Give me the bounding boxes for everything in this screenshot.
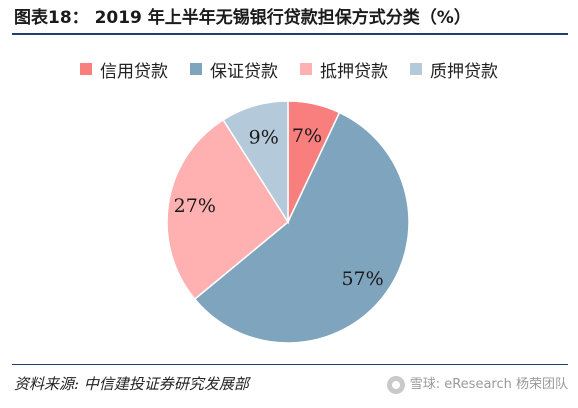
source-note: 资料来源: 中信建投证券研究发展部 [14,375,249,393]
legend-swatch [190,63,202,75]
chart-title: 图表18： 2019 年上半年无锡银行贷款担保方式分类（%） [14,8,471,28]
pie-slice-3 [222,100,289,225]
watermark-text: 雪球: eResearch 杨荣团队 [409,377,568,392]
legend-swatch [80,63,92,75]
legend-swatch [410,63,422,75]
pie-label-3: 9% [249,126,279,148]
legend: 信用贷款 保证贷款 抵押贷款 质押贷款 [0,56,578,82]
legend-item-3: 质押贷款 [410,57,498,82]
legend-label: 质押贷款 [430,61,498,82]
pie-label-2: 27% [174,195,216,217]
pie-slice-2 [166,118,289,301]
legend-label: 信用贷款 [100,61,168,82]
watermark: 雪球: eResearch 杨荣团队 [386,374,568,396]
pie-label-0: 7% [292,125,322,147]
legend-item-0: 信用贷款 [80,57,168,82]
legend-label: 保证贷款 [210,61,278,82]
legend-swatch [300,63,312,75]
pie-slice-1 [193,111,410,344]
pie-label-1: 57% [341,268,383,290]
legend-item-1: 保证贷款 [190,57,278,82]
source-divider [12,364,568,365]
title-divider [12,33,568,35]
legend-label: 抵押贷款 [320,61,388,82]
snowball-logo-icon [386,376,405,394]
legend-item-2: 抵押贷款 [300,57,388,82]
